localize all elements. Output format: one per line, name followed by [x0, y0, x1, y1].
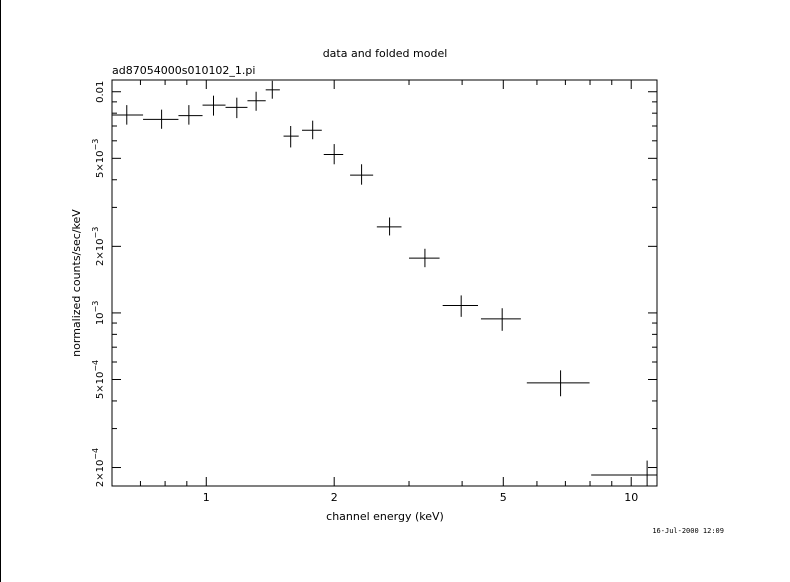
x-tick-label: 2	[331, 491, 338, 504]
data-point	[591, 460, 657, 486]
data-point	[265, 80, 280, 99]
y-tick-label: 5×10−4	[91, 360, 106, 399]
y-tick-label: 0.01	[95, 81, 106, 103]
data-point	[143, 109, 179, 129]
timestamp: 16-Jul-2000 12:09	[652, 527, 724, 535]
data-point	[526, 370, 590, 397]
chart-title: data and folded model	[323, 47, 448, 60]
y-tick-label: 2×10−4	[91, 448, 106, 487]
chart-subtitle: ad87054000s010102_1.pi	[112, 64, 255, 77]
data-point	[247, 91, 266, 111]
data-point	[225, 97, 248, 119]
x-tick-label: 10	[624, 491, 638, 504]
x-axis-label: channel energy (keV)	[326, 510, 444, 523]
data-point	[283, 126, 299, 148]
data-point	[350, 164, 374, 185]
y-tick-label: 10−3	[91, 301, 106, 326]
data-point	[480, 308, 521, 331]
data-point	[112, 105, 144, 125]
axis-tick-labels: 1 2 5 10 2×10−4 5×10−4 10−3 2×10−3 5×10−3 0.01	[91, 81, 638, 504]
data-point	[409, 248, 440, 268]
data-point	[202, 95, 226, 116]
y-tick-label: 5×10−3	[91, 139, 106, 178]
data-point	[323, 144, 344, 165]
axis-ticks	[111, 80, 657, 486]
x-tick-label: 5	[500, 491, 507, 504]
x-tick-label: 1	[203, 491, 210, 504]
data-points	[112, 80, 657, 486]
data-point	[442, 295, 479, 317]
plot-frame	[111, 79, 658, 487]
y-tick-label: 2×10−3	[91, 227, 106, 266]
data-point	[178, 105, 203, 125]
y-axis-label: normalized counts/sec/keV	[70, 209, 83, 357]
data-point	[302, 120, 322, 140]
data-point	[376, 217, 402, 236]
